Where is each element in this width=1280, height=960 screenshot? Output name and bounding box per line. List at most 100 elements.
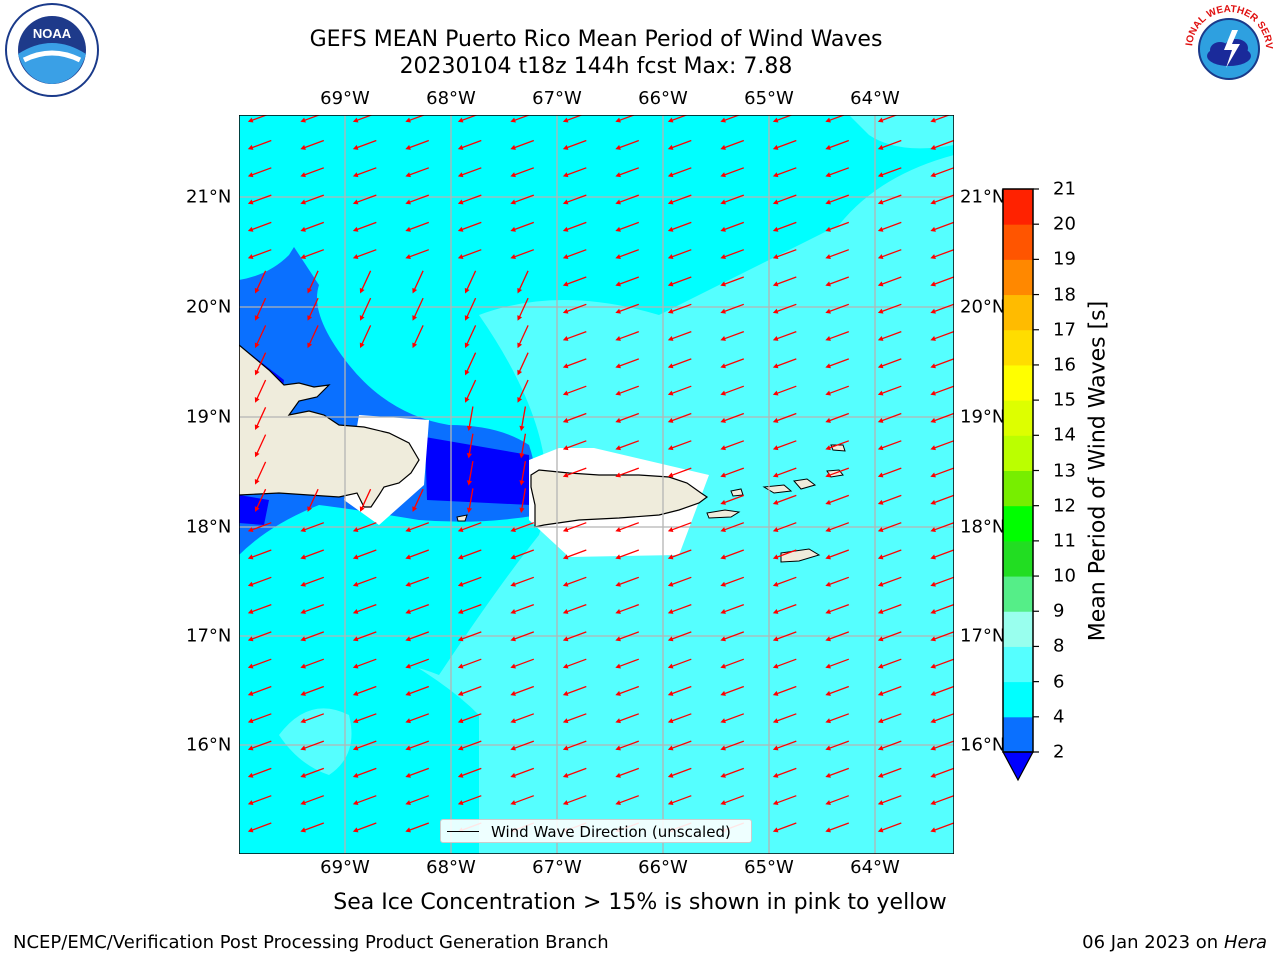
wind-wave-arrowhead	[720, 336, 726, 341]
wind-wave-arrowhead	[254, 369, 260, 376]
wind-wave-arrowhead	[825, 117, 831, 123]
wind-wave-arrowhead	[877, 581, 884, 587]
lon-label-bottom-67w: 67°W	[532, 857, 582, 878]
wind-wave-arrowhead	[877, 745, 884, 751]
wind-wave-arrowhead	[720, 363, 726, 369]
wind-wave-arrowhead	[300, 800, 306, 806]
wind-wave-arrowhead	[930, 609, 936, 614]
wind-wave-arrowhead	[352, 254, 359, 260]
wind-wave-arrowhead	[562, 800, 569, 806]
wind-wave-arrowhead	[720, 745, 726, 751]
wind-wave-arrow	[670, 685, 692, 695]
wind-wave-arrowhead	[615, 472, 621, 478]
wind-wave-arrow	[565, 385, 587, 395]
wind-wave-arrowhead	[615, 663, 621, 669]
culebra-island	[730, 488, 744, 497]
wind-wave-arrow	[512, 713, 535, 723]
wind-wave-arrowhead	[772, 336, 779, 341]
wind-wave-arrow	[775, 249, 797, 258]
wind-wave-arrowhead	[466, 480, 472, 486]
wind-wave-arrowhead	[930, 554, 936, 560]
wind-wave-arrow	[407, 194, 430, 204]
wind-wave-arrowhead	[352, 527, 359, 533]
wind-wave-arrow	[617, 795, 640, 804]
lat-label-right-21n: 21°N	[960, 186, 1006, 208]
wind-wave-arrowhead	[562, 663, 569, 669]
wind-wave-arrowhead	[877, 390, 884, 396]
wind-wave-arrow	[355, 249, 377, 258]
wind-wave-arrow	[880, 412, 902, 422]
wind-wave-arrowhead	[720, 254, 726, 260]
wind-wave-arrowhead	[720, 390, 726, 396]
wind-wave-arrow	[932, 194, 954, 204]
wind-wave-arrow	[460, 221, 482, 231]
wind-wave-arrow	[565, 685, 587, 695]
wind-wave-arrowhead	[457, 772, 464, 778]
wind-wave-arrowhead	[247, 663, 254, 669]
wind-wave-arrowhead	[300, 663, 306, 669]
wind-wave-arrowhead	[930, 144, 936, 150]
lat-label-left-19n: 19°N	[186, 406, 232, 428]
wind-wave-arrowhead	[300, 718, 306, 724]
wind-wave-arrow	[880, 167, 902, 177]
wind-wave-arrow	[565, 576, 587, 586]
wind-wave-arrowhead	[247, 117, 254, 123]
wind-wave-arrowhead	[720, 663, 726, 669]
wind-wave-arrow	[880, 385, 902, 395]
wind-wave-arrow	[512, 139, 535, 149]
wind-wave-arrow	[670, 221, 692, 231]
wind-wave-arrow	[407, 167, 430, 177]
wind-wave-arrow	[670, 167, 692, 177]
wind-wave-arrowhead	[930, 363, 936, 369]
wind-wave-arrow	[722, 303, 745, 313]
wind-wave-arrowhead	[615, 718, 621, 724]
wind-wave-arrowhead	[562, 117, 569, 123]
wind-wave-arrowhead	[930, 281, 936, 287]
wind-wave-arrowhead	[562, 636, 569, 642]
wind-wave-arrowhead	[615, 363, 621, 369]
wind-wave-arrowhead	[772, 499, 779, 505]
wind-wave-arrowhead	[254, 287, 260, 294]
wind-wave-arrow	[250, 221, 272, 231]
wind-wave-arrowhead	[667, 144, 674, 150]
footer-host: Hera	[1223, 932, 1267, 953]
lon-label-bottom-64w: 64°W	[850, 857, 900, 878]
wind-wave-arrow	[775, 330, 797, 340]
wind-wave-arrowhead	[877, 417, 884, 423]
wind-wave-arrowhead	[825, 199, 831, 205]
wind-wave-arrow	[827, 115, 846, 122]
wind-wave-arrowhead	[562, 445, 569, 451]
wind-wave-arrow	[722, 221, 745, 231]
wind-wave-arrowhead	[405, 199, 411, 205]
wind-wave-arrow	[722, 467, 745, 477]
wind-wave-arrow	[460, 767, 482, 777]
wind-wave-arrowhead	[300, 527, 306, 533]
wind-wave-arrowhead	[359, 506, 365, 512]
wind-wave-arrow	[565, 795, 587, 804]
wind-wave-arrow	[617, 767, 640, 777]
graticule	[239, 115, 954, 854]
wind-wave-arrow	[360, 297, 372, 319]
wind-wave-arrow	[465, 297, 477, 319]
wind-wave-arrowhead	[307, 506, 313, 512]
lat-label-left-20n: 20°N	[186, 296, 232, 318]
wind-wave-arrow	[413, 270, 424, 292]
wind-wave-arrow	[255, 352, 267, 373]
wind-wave-arrowhead	[510, 554, 516, 560]
wind-wave-arrow	[512, 194, 535, 204]
wind-wave-arrowhead	[877, 636, 884, 642]
wind-wave-arrowhead	[615, 554, 621, 560]
wind-wave-arrowhead	[825, 445, 831, 451]
wind-wave-arrowhead	[457, 690, 464, 696]
wind-wave-arrow	[565, 713, 587, 723]
wind-wave-arrowhead	[247, 254, 254, 260]
wind-wave-arrow	[255, 434, 267, 455]
wind-wave-arrowhead	[405, 745, 411, 751]
wind-wave-arrowhead	[667, 554, 674, 560]
wind-wave-arrow	[932, 576, 954, 586]
wind-wave-arrow	[827, 685, 850, 695]
wind-wave-arrow	[302, 522, 325, 531]
wind-wave-arrowhead	[667, 527, 674, 533]
wind-wave-arrowhead	[772, 581, 779, 587]
wind-wave-arrowhead	[615, 609, 621, 614]
